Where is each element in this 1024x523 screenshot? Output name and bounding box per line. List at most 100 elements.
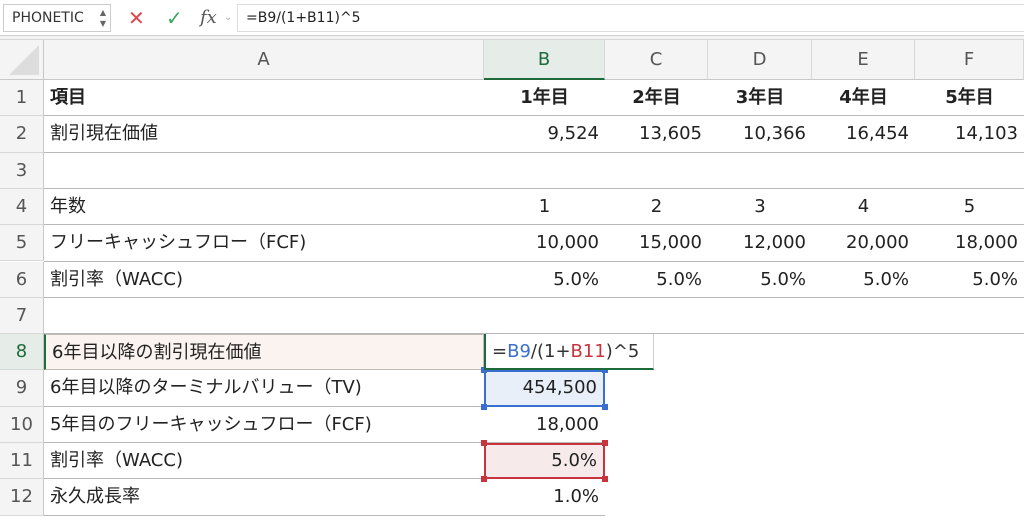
cell-a1[interactable]: 項目 [50,87,86,108]
cell-a3[interactable] [44,153,484,189]
cell-d4[interactable]: 3 [754,195,766,217]
cell-b11[interactable]: 5.0% [484,443,605,480]
cell-e1[interactable]: 4年目 [839,87,888,108]
cell-a10[interactable]: 5年目のフリーキャッシュフロー（FCF) [50,413,372,435]
cell-a12[interactable]: 永久成長率 [50,486,140,508]
cancel-icon[interactable]: ✕ [128,6,145,30]
cell-b6[interactable]: 5.0% [553,268,599,290]
cell-c4[interactable]: 2 [650,195,663,217]
cell-f4[interactable]: 5 [963,195,976,217]
row-header-11[interactable]: 11 [0,443,44,480]
cell-c5[interactable]: 15,000 [639,232,702,254]
cell-a6[interactable]: 割引率（WACC) [50,268,183,290]
cell-e4[interactable]: 4 [857,195,870,217]
row-header-8[interactable]: 8 [0,334,44,371]
column-header-c[interactable]: C [605,40,708,80]
cell-f12[interactable] [915,479,1024,515]
cell-f2[interactable]: 14,103 [955,123,1018,145]
row-header-1[interactable]: 1 [0,80,44,117]
column-header-d[interactable]: D [708,40,812,80]
cell-e5[interactable]: 20,000 [846,232,909,254]
cell-d8[interactable] [708,334,812,370]
resize-handle[interactable] [602,440,608,446]
column-header-a[interactable]: A [44,40,484,80]
resize-handle[interactable] [481,440,487,446]
cell-e10[interactable] [812,407,915,443]
cell-d7[interactable] [708,298,812,334]
cell-f8[interactable] [915,334,1024,370]
cell-b2[interactable]: 9,524 [547,123,599,145]
cell-e9[interactable] [812,370,915,406]
row-header-5[interactable]: 5 [0,225,44,262]
cell-f3[interactable] [915,153,1024,189]
cell-f5[interactable]: 18,000 [955,232,1018,254]
resize-handle[interactable] [481,367,487,374]
cell-b12[interactable]: 1.0% [553,486,599,508]
chevron-down-icon[interactable]: ⌄ [224,12,233,23]
cell-c1[interactable]: 2年目 [632,87,681,108]
cell-a8[interactable]: 6年目以降の割引現在価値 [44,334,484,371]
cell-b3[interactable] [484,153,605,189]
cell-c6[interactable]: 5.0% [656,268,702,290]
cell-e6[interactable]: 5.0% [863,268,909,290]
row-header-4[interactable]: 4 [0,188,44,226]
cell-f7[interactable] [915,298,1024,334]
cell-b9[interactable]: 454,500 [484,370,605,407]
cell-c11[interactable] [605,443,708,479]
row-header-3[interactable]: 3 [0,152,44,189]
cell-f9[interactable] [915,370,1024,406]
cell-b5[interactable]: 10,000 [536,232,599,254]
resize-handle[interactable] [602,367,608,374]
cell-a5[interactable]: フリーキャッシュフロー（FCF) [50,232,307,254]
cell-d11[interactable] [708,443,812,479]
editing-cell-b8[interactable]: =B9/(1+B11)^5 [484,334,654,371]
cell-f11[interactable] [915,443,1024,479]
cell-b4[interactable]: 1 [538,195,551,217]
cell-e11[interactable] [812,443,915,479]
select-all-corner[interactable] [0,40,44,80]
cell-d5[interactable]: 12,000 [743,232,806,254]
cell-c2[interactable]: 13,605 [639,123,702,145]
cell-e2[interactable]: 16,454 [846,123,909,145]
column-header-f[interactable]: F [915,40,1024,80]
cell-d12[interactable] [708,479,812,515]
column-header-b[interactable]: B [484,40,605,80]
fx-icon[interactable]: fx [200,7,217,28]
cell-a7[interactable] [44,298,484,334]
cell-c10[interactable] [605,407,708,443]
cell-e8[interactable] [812,334,915,370]
cell-e3[interactable] [812,153,915,189]
cell-d2[interactable]: 10,366 [743,123,806,145]
resize-handle[interactable] [602,476,608,483]
row-header-10[interactable]: 10 [0,406,44,443]
cell-a11[interactable]: 割引率（WACC) [50,450,183,471]
cell-e7[interactable] [812,298,915,334]
cell-d3[interactable] [708,153,812,189]
cell-f10[interactable] [915,407,1024,443]
row-header-9[interactable]: 9 [0,370,44,407]
row-header-12[interactable]: 12 [0,479,44,516]
resize-handle[interactable] [602,403,608,410]
cell-c3[interactable] [605,153,708,189]
cell-a2[interactable]: 割引現在価値 [50,123,158,145]
formula-input[interactable]: =B9/(1+B11)^5 [237,4,1024,32]
column-header-e[interactable]: E [812,40,915,80]
cell-d1[interactable]: 3年目 [735,87,785,108]
name-box[interactable]: PHONETIC ▲ ▼ [3,4,111,32]
cell-b7[interactable] [484,298,605,334]
resize-handle[interactable] [481,403,487,410]
row-header-7[interactable]: 7 [0,297,44,335]
cell-e12[interactable] [812,479,915,515]
cell-d10[interactable] [708,407,812,443]
row-header-2[interactable]: 2 [0,116,44,153]
stepper-icon[interactable]: ▲ ▼ [99,8,106,28]
cell-a9[interactable]: 6年目以降のターミナルバリュー（TV) [50,377,362,399]
cell-d6[interactable]: 5.0% [760,268,806,290]
cell-c9[interactable] [605,370,708,406]
cell-f6[interactable]: 5.0% [972,268,1018,290]
cell-f1[interactable]: 5年目 [945,87,994,108]
cell-b10[interactable]: 18,000 [536,413,599,435]
cell-b1[interactable]: 1年目 [520,87,569,108]
cell-d9[interactable] [708,370,812,406]
resize-handle[interactable] [481,476,487,483]
